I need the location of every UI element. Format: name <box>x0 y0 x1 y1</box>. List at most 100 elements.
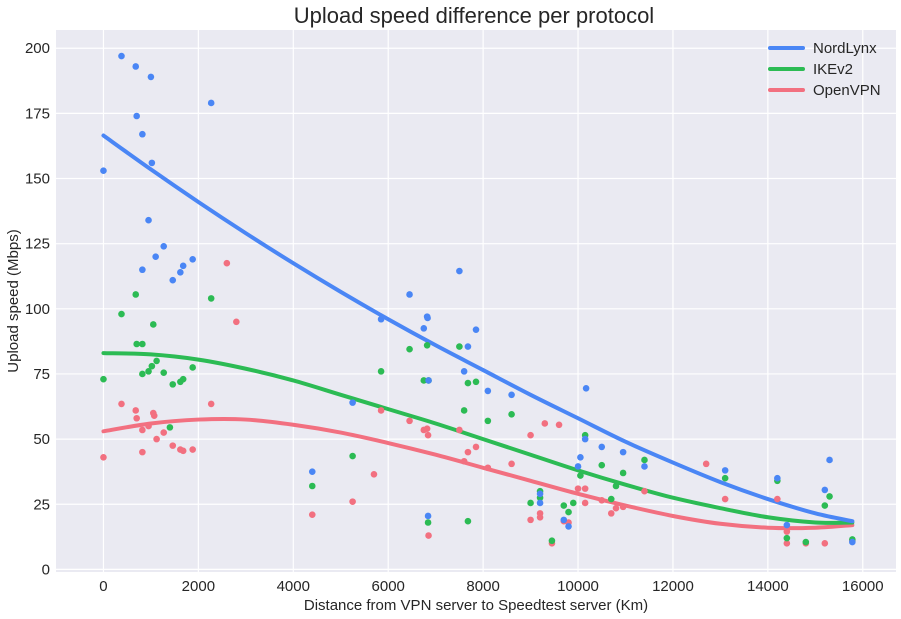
openvpn-point <box>702 460 710 468</box>
openvpn-point <box>169 442 177 449</box>
legend: NordLynx IKEv2 OpenVPN <box>768 40 881 99</box>
nordlynx-point <box>308 468 316 475</box>
openvpn-point <box>223 259 231 267</box>
nordlynx-point <box>133 112 140 120</box>
data-points <box>100 52 856 547</box>
openvpn-point <box>472 443 480 451</box>
ikev2-point <box>153 357 160 365</box>
openvpn-point <box>783 540 791 547</box>
openvpn-point <box>179 447 187 455</box>
x-tick-label: 4000 <box>277 578 310 595</box>
ikev2-point <box>179 375 187 383</box>
ikev2-point <box>166 424 174 431</box>
openvpn-point <box>139 448 146 456</box>
nordlynx-point <box>152 253 159 261</box>
openvpn-point <box>100 454 107 461</box>
nordlynx-point <box>641 463 648 470</box>
openvpn-point <box>460 457 468 465</box>
nordlynx-point <box>460 368 468 375</box>
y-tick-label: 0 <box>42 561 50 578</box>
y-tick-label: 125 <box>25 236 50 253</box>
nordlynx-point <box>577 454 584 461</box>
ikev2-point <box>612 482 620 490</box>
openvpn-point <box>541 420 549 427</box>
ikev2-point <box>189 364 196 371</box>
openvpn-point <box>308 511 316 518</box>
ikev2-point <box>560 502 568 509</box>
ikev2-point <box>100 375 107 383</box>
ikev2-point <box>420 377 428 384</box>
ikev2-point <box>145 368 152 375</box>
nordlynx-point <box>425 377 432 384</box>
openvpn-point <box>821 540 829 547</box>
openvpn-point <box>721 495 729 503</box>
nordlynx-point <box>349 399 356 406</box>
y-tick-label: 200 <box>25 40 50 57</box>
openvpn-point <box>774 495 781 503</box>
ikev2-point <box>619 469 627 477</box>
openvpn-point <box>527 431 534 439</box>
openvpn-point <box>233 318 240 326</box>
y-tick-label: 175 <box>25 105 50 122</box>
ikev2-point <box>802 538 810 546</box>
openvpn-point <box>456 426 463 434</box>
x-tick-label: 0 <box>99 578 107 595</box>
openvpn-point <box>349 498 356 505</box>
nordlynx-point <box>139 266 146 274</box>
openvpn-point <box>189 446 196 453</box>
openvpn-point <box>145 422 152 430</box>
openvpn-point <box>207 400 215 408</box>
ikev2-point <box>577 472 584 479</box>
openvpn-point <box>377 407 385 414</box>
ikev2-point <box>569 499 577 507</box>
ikev2-point <box>464 517 472 525</box>
ikev2-point <box>207 295 215 302</box>
x-tick-label: 14000 <box>747 578 789 595</box>
y-tick-label: 100 <box>25 301 50 318</box>
x-tick-label: 2000 <box>182 578 215 595</box>
nordlynx-point <box>169 276 177 284</box>
openvpn-point <box>150 412 158 419</box>
ikev2-point <box>308 482 316 490</box>
legend-label-ikev2: IKEv2 <box>813 61 853 78</box>
nordlynx-point <box>424 314 431 322</box>
ikev2-point <box>565 508 572 516</box>
trend-lines <box>101 133 855 531</box>
openvpn-point <box>574 485 582 492</box>
nordlynx-point <box>420 325 428 332</box>
y-tick-label: 150 <box>25 171 50 188</box>
y-tick-label: 50 <box>33 431 50 448</box>
nordlynx-point <box>536 490 544 498</box>
ikev2-point <box>721 474 729 482</box>
chart-title: Upload speed difference per protocol <box>294 3 654 28</box>
openvpn-point <box>370 470 378 478</box>
nordlynx-point <box>148 159 156 167</box>
x-tick-label: 8000 <box>466 578 499 595</box>
ikev2-point <box>160 369 168 376</box>
nordlynx-point <box>189 256 196 263</box>
ikev2-point <box>456 343 463 350</box>
nordlynx-point <box>207 99 215 107</box>
nordlynx-point <box>598 443 606 451</box>
openvpn-point <box>619 503 627 511</box>
openvpn-point <box>133 414 140 422</box>
openvpn-point <box>598 497 606 504</box>
nordlynx-point <box>424 512 432 520</box>
ikev2-point <box>424 519 432 526</box>
ikev2-point <box>826 493 833 500</box>
nordlynx-trend-line <box>101 133 855 524</box>
nordlynx-point <box>508 391 515 399</box>
nordlynx-point <box>484 387 492 395</box>
ikev2-point <box>607 495 615 503</box>
nordlynx-point <box>774 474 781 482</box>
openvpn-point <box>406 417 413 425</box>
openvpn-point <box>555 421 563 429</box>
ikev2-point <box>527 499 534 507</box>
ikev2-point <box>148 362 156 370</box>
openvpn-point <box>464 448 472 456</box>
openvpn-point <box>581 499 589 507</box>
ikev2-point <box>472 378 480 386</box>
nordlynx-point <box>581 435 589 443</box>
grid <box>56 30 896 572</box>
